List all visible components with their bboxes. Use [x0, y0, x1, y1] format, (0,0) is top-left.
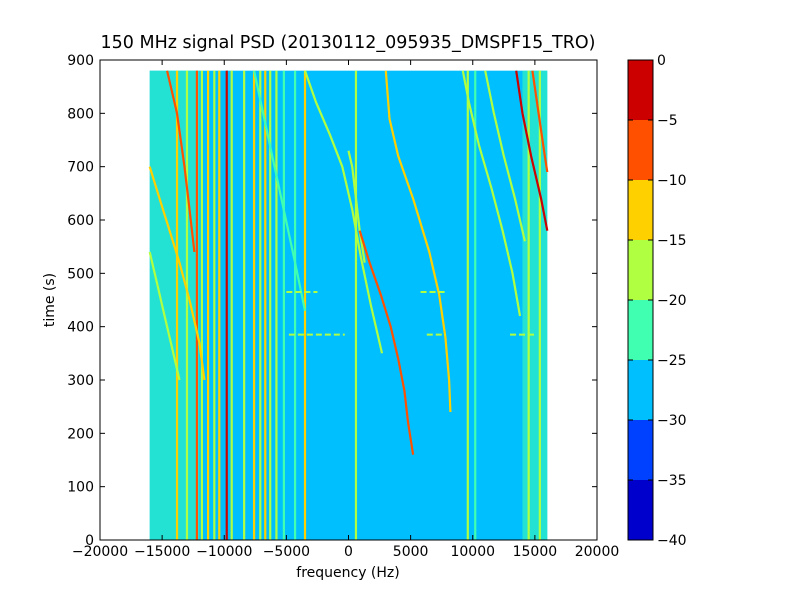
x-tick-label: −10000 [196, 544, 252, 560]
x-tick-label: 10000 [450, 544, 495, 560]
doppler-sweep-track [148, 251, 181, 381]
colorbar-tick-label: 0 [657, 53, 666, 69]
colorbar-tick-label: −10 [657, 173, 687, 189]
colorbar-tick-label: −35 [657, 473, 687, 489]
y-tick-label: 700 [67, 160, 94, 176]
colorbar-segment [628, 300, 653, 360]
y-tick-label: 300 [67, 373, 94, 389]
x-tick-labels: −20000 −15000 −10000 −5000 0 5000 10000 15000 20… [72, 544, 619, 560]
y-tick-label: 100 [67, 480, 94, 496]
plot-frame [99, 59, 598, 541]
colorbar-segment [628, 420, 653, 480]
y-tick-label: 800 [67, 106, 94, 122]
x-tick-label: 15000 [513, 544, 558, 560]
colorbar-tick-label: −15 [657, 233, 687, 249]
doppler-sweep-track [148, 166, 206, 381]
doppler-sweep-track [303, 70, 384, 354]
x-tick-label: −20000 [72, 544, 128, 560]
noise-band [149, 70, 200, 540]
doppler-sweep-track [515, 70, 549, 231]
y-tick-label: 500 [67, 266, 94, 282]
doppler-sweep-track [461, 70, 522, 317]
doppler-sweep-track [484, 70, 526, 242]
y-tick-label: 0 [85, 533, 94, 549]
x-tick-label: −15000 [134, 544, 190, 560]
colorbar: −40 −35 −30 −25 −20 −15 −10 −5 0 [627, 53, 687, 549]
colorbar-tick-label: −40 [657, 533, 687, 549]
colorbar-segment [628, 480, 653, 540]
doppler-sweep-track [253, 70, 307, 311]
spectrogram-plot-area [99, 59, 598, 541]
heatmap-background [149, 70, 548, 540]
x-tick-label: 5000 [393, 544, 429, 560]
colorbar-segment [628, 360, 653, 420]
y-tick-label: 400 [67, 320, 94, 336]
colorbar-segment [628, 120, 653, 180]
colorbar-tick-label: −25 [657, 353, 687, 369]
y-tick-label: 600 [67, 213, 94, 229]
y-axis-label: time (s) [42, 273, 58, 327]
doppler-sweep-track [166, 70, 196, 253]
colorbar-tick-label: −30 [657, 413, 687, 429]
colorbar-tick-label: −20 [657, 293, 687, 309]
y-tick-labels: 0 100 200 300 400 500 600 700 800 900 [67, 53, 94, 549]
doppler-sweep-track [358, 230, 415, 455]
x-tick-label: 0 [344, 544, 353, 560]
x-tick-label: −5000 [263, 544, 310, 560]
x-tick-label: 20000 [575, 544, 620, 560]
chart-title: 150 MHz signal PSD (20130112_095935_DMSP… [101, 33, 596, 53]
colorbar-tick-label: −5 [657, 113, 678, 129]
heatmap-layer [148, 70, 549, 540]
colorbar-segment [628, 60, 653, 120]
x-axis-label: frequency (Hz) [296, 565, 399, 581]
colorbar-segment [628, 180, 653, 240]
y-tick-label: 200 [67, 426, 94, 442]
colorbar-segment [628, 240, 653, 300]
y-tick-label: 900 [67, 53, 94, 69]
title-text: 150 MHz signal PSD (20130112_095935_DMSP… [101, 33, 596, 53]
doppler-sweep-track [384, 70, 452, 413]
doppler-sweep-track [531, 70, 549, 173]
doppler-sweep-track [347, 150, 366, 263]
